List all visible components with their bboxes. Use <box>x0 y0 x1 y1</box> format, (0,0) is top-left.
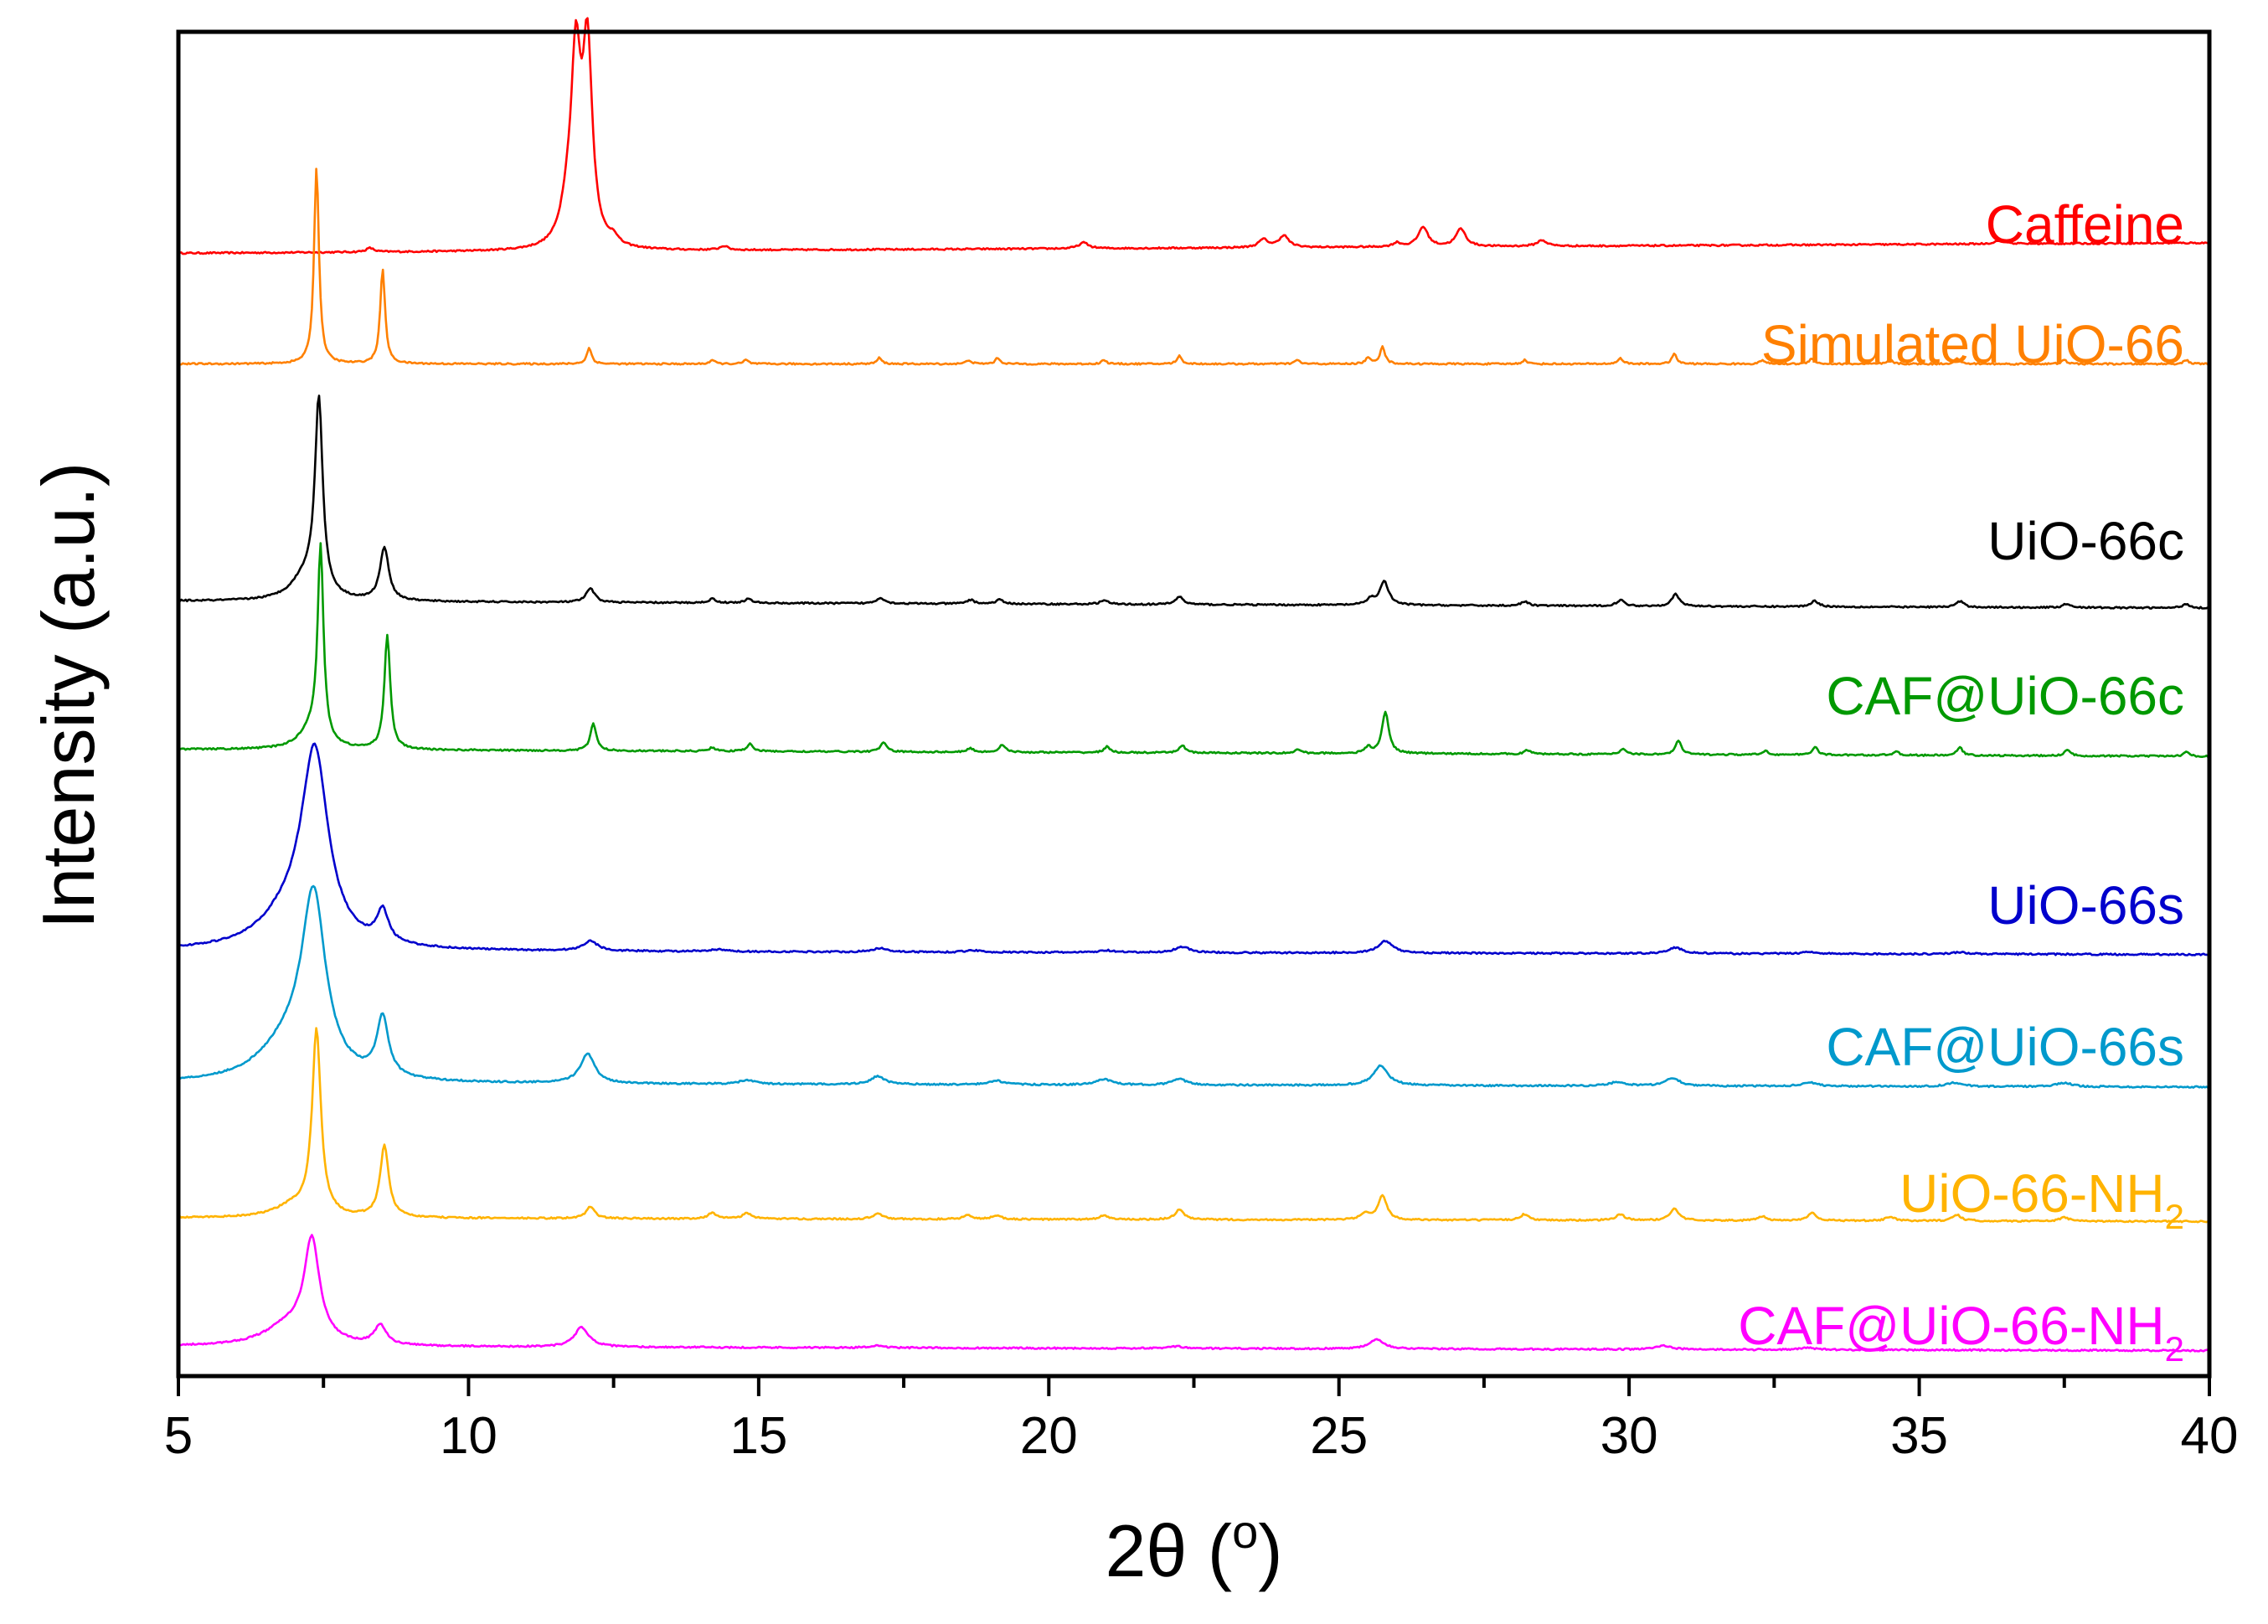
series-label: UiO-66c <box>1987 511 2184 571</box>
x-tick-label: 25 <box>1310 1407 1368 1465</box>
series-label: Simulated UiO-66 <box>1761 314 2184 374</box>
series-label-main: CAF@UiO-66s <box>1826 1017 2184 1077</box>
x-tick-label: 5 <box>164 1407 193 1465</box>
x-axis-ticks <box>177 1376 2211 1396</box>
series-label: CAF@UiO-66c <box>1826 666 2184 726</box>
series-line <box>178 884 2210 1089</box>
series-line <box>178 1234 2210 1353</box>
series-line <box>178 542 2210 759</box>
x-tick-label: 40 <box>2181 1407 2239 1465</box>
series-label-subscript: 2 <box>2165 1329 2184 1369</box>
series-label-main: CAF@UiO-66-NH <box>1738 1296 2164 1356</box>
series-label: Caffeine <box>1986 194 2184 255</box>
series-label-main: UiO-66-NH <box>1899 1163 2164 1224</box>
x-tick-label: 15 <box>729 1407 787 1465</box>
x-tick-label: 30 <box>1600 1407 1658 1465</box>
series-label: CAF@UiO-66-NH2 <box>1738 1296 2184 1369</box>
series-label: UiO-66-NH2 <box>1899 1163 2184 1236</box>
series-label-main: Simulated UiO-66 <box>1761 314 2184 374</box>
x-tick-label: 35 <box>1890 1407 1948 1465</box>
y-axis-label: Intensity (a.u.) <box>27 462 110 930</box>
series-label: UiO-66s <box>1987 875 2184 936</box>
series-traces <box>178 17 2210 1353</box>
series-line <box>178 168 2210 366</box>
x-tick-label: 10 <box>440 1407 497 1465</box>
series-line <box>178 394 2210 610</box>
series-label-subscript: 2 <box>2165 1197 2184 1236</box>
series-label-main: CAF@UiO-66c <box>1826 666 2184 726</box>
series-line <box>178 742 2209 956</box>
series-label-main: UiO-66s <box>1987 875 2184 936</box>
series-label-main: UiO-66c <box>1987 511 2184 571</box>
series-labels: Caffeine Simulated UiO-66 UiO-66c CAF@UiO-6… <box>1738 194 2184 1369</box>
x-axis-label-end: ) <box>1258 1509 1282 1592</box>
series-label: CAF@UiO-66s <box>1826 1017 2184 1077</box>
series-label-main: Caffeine <box>1986 194 2184 255</box>
x-axis-label-main: 2θ ( <box>1105 1509 1232 1592</box>
x-axis-tick-labels: 5 10 15 20 25 30 35 40 <box>164 1407 2239 1465</box>
series-line <box>178 17 2210 255</box>
x-tick-label: 20 <box>1020 1407 1078 1465</box>
series-line <box>178 1027 2210 1224</box>
x-axis-label-sup: o <box>1232 1505 1258 1558</box>
x-axis-label: 2θ (o) <box>1105 1505 1282 1592</box>
